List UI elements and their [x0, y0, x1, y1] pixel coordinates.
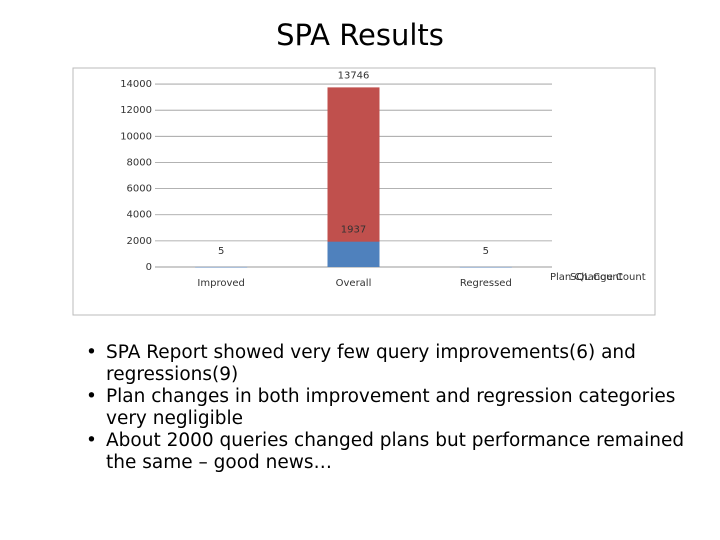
data-label: 1937 — [341, 225, 366, 236]
y-tick-label: 6000 — [127, 184, 152, 195]
y-tick-label: 8000 — [127, 157, 152, 168]
y-tick-label: 14000 — [120, 79, 152, 90]
bar — [459, 266, 512, 268]
bar — [195, 266, 248, 268]
x-tick-label: Improved — [197, 278, 244, 289]
x-tick-label: Overall — [336, 278, 372, 289]
bullet-list: SPA Report showed very few query improve… — [86, 342, 700, 474]
y-tick-label: 2000 — [127, 236, 152, 247]
data-label: 13746 — [338, 70, 370, 81]
x-tick-label: Regressed — [460, 278, 512, 289]
slide-title: SPA Results — [276, 18, 444, 52]
legend-label: SQL Count — [570, 272, 623, 283]
bullet: About 2000 queries changed plans but per… — [86, 430, 700, 474]
bar — [327, 87, 380, 268]
bullet: Plan changes in both improvement and reg… — [86, 386, 700, 430]
data-label: 5 — [218, 246, 224, 257]
legend-label: Plan Change Count — [550, 272, 646, 283]
bullet: SPA Report showed very few query improve… — [86, 342, 700, 386]
y-tick-label: 10000 — [120, 131, 152, 142]
y-tick-label: 12000 — [120, 105, 152, 116]
y-tick-label: 0 — [146, 262, 152, 273]
bar — [327, 241, 380, 267]
y-tick-label: 4000 — [127, 210, 152, 221]
data-label: 5 — [483, 246, 489, 257]
